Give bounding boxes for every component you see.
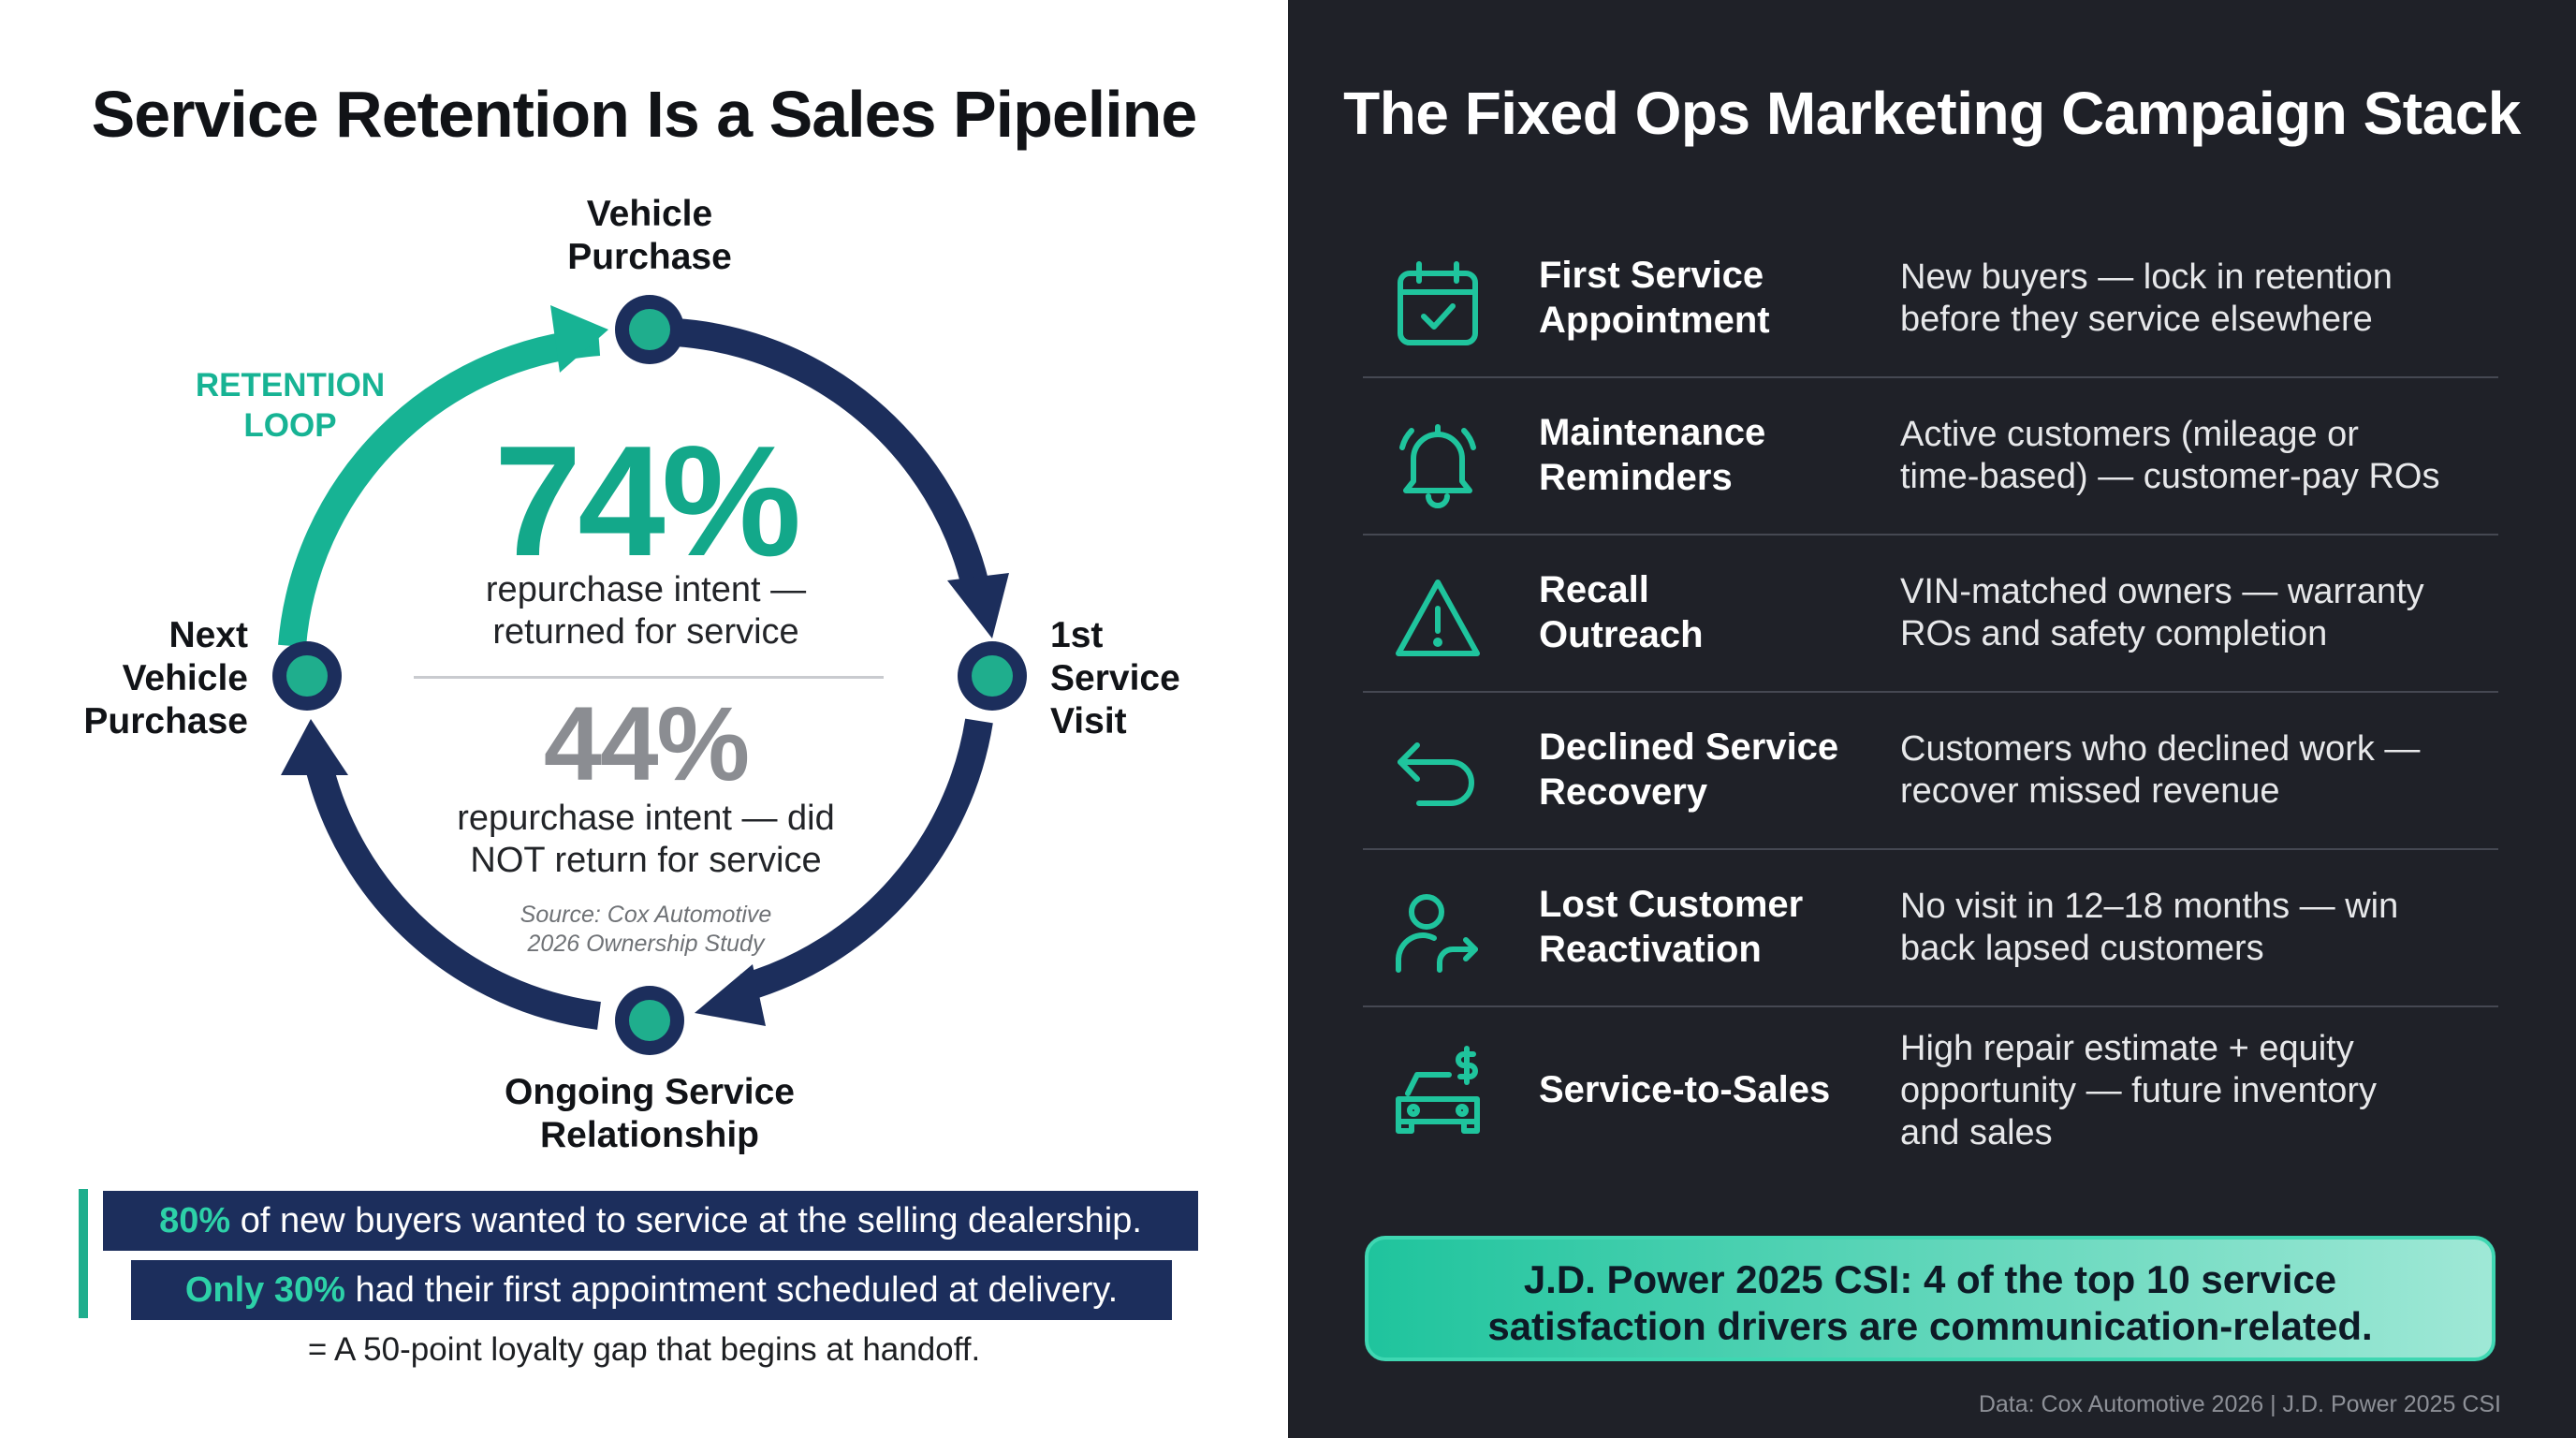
- campaign-stack-title: The Fixed Ops Marketing Campaign Stack: [1343, 80, 2521, 147]
- campaign-row-maintenance: Maintenance Reminders Active customers (m…: [1363, 380, 2498, 536]
- retention-loop-label: RETENTION LOOP: [195, 367, 386, 444]
- page-title: Service Retention Is a Sales Pipeline: [91, 78, 1198, 151]
- callout-bar-30: Only 30% had their first appointment sch…: [131, 1260, 1172, 1320]
- campaign-row-declined-service: Declined Service Recovery Customers who d…: [1363, 695, 2498, 850]
- stat-returned-value: 74%: [493, 413, 801, 589]
- campaign-row-first-service: First Service Appointment New buyers — lo…: [1363, 223, 2498, 378]
- campaign-name: First Service Appointment: [1539, 255, 1770, 341]
- pipeline-arrowhead-right: [947, 573, 1009, 638]
- row-divider: [1363, 1005, 2498, 1007]
- callout-accent-bar: [79, 1189, 88, 1318]
- campaign-row-lost-customer: Lost Customer Reactivation No visit in 12…: [1363, 852, 2498, 1007]
- campaign-desc: VIN-matched owners — warranty ROs and saf…: [1900, 572, 2424, 653]
- label-next-vehicle-purchase: Next Vehicle Purchase: [83, 615, 248, 741]
- pipeline-arc-top-right: [674, 318, 989, 589]
- user-return-icon: [1396, 894, 1478, 973]
- label-ongoing-service: Ongoing Service Relationship: [505, 1072, 795, 1155]
- campaign-desc: New buyers — lock in retention before the…: [1900, 257, 2393, 339]
- pipeline-arc-bottom-left: [304, 759, 601, 1030]
- row-divider: [1363, 534, 2498, 536]
- pipeline-arc-bottom-right: [739, 718, 993, 1002]
- row-divider: [1363, 376, 2498, 378]
- campaign-desc: High repair estimate + equity opportunity…: [1900, 1029, 2378, 1152]
- campaign-desc: Customers who declined work — recover mis…: [1900, 729, 2421, 811]
- row-divider: [1363, 848, 2498, 850]
- warning-triangle-icon: [1396, 580, 1480, 656]
- campaign-row-recall: Recall Outreach VIN-matched owners — warr…: [1363, 537, 2498, 693]
- stat-not-returned-desc: repurchase intent — did NOT return for s…: [457, 799, 835, 880]
- campaign-name: Service-to-Sales: [1539, 1069, 1831, 1110]
- bell-icon: [1399, 424, 1476, 508]
- node-vehicle-purchase: [615, 295, 684, 364]
- stat-source: Source: Cox Automotive 2026 Ownership St…: [520, 902, 772, 957]
- stat-divider: [414, 676, 884, 679]
- label-vehicle-purchase: Vehicle Purchase: [567, 194, 732, 277]
- car-dollar-icon: [1396, 1046, 1480, 1134]
- calendar-check-icon: [1398, 261, 1478, 345]
- stat-not-returned-value: 44%: [543, 685, 750, 802]
- csi-callout-text: J.D. Power 2025 CSI: 4 of the top 10 ser…: [1487, 1257, 2373, 1348]
- node-next-vehicle-purchase: [272, 641, 342, 711]
- retention-loop-arc: [278, 328, 601, 648]
- pipeline-arrowhead-bottom: [695, 964, 766, 1026]
- retention-cycle-diagram: [272, 295, 1027, 1055]
- node-ongoing-service: [615, 986, 684, 1055]
- pipeline-arrowhead-left: [281, 719, 348, 775]
- campaign-row-service-to-sales: Service-to-Sales High repair estimate + …: [1363, 1011, 2498, 1180]
- campaign-name: Recall Outreach: [1539, 569, 1704, 655]
- campaign-name: Maintenance Reminders: [1539, 412, 1766, 498]
- callout-bar-80: 80% of new buyers wanted to service at t…: [103, 1191, 1198, 1251]
- campaign-desc: Active customers (mileage or time-based) …: [1900, 415, 2440, 496]
- undo-arrow-icon: [1398, 742, 1474, 806]
- node-first-service-visit: [958, 641, 1027, 711]
- campaign-name: Lost Customer Reactivation: [1539, 884, 1804, 970]
- label-first-service-visit: 1st Service Visit: [1050, 615, 1180, 741]
- retention-loop-arrowhead: [550, 305, 608, 373]
- campaign-name: Declined Service Recovery: [1539, 726, 1839, 813]
- retention-panel: Service Retention Is a Sales Pipeline Ve…: [79, 78, 1198, 1368]
- loyalty-gap-note: = A 50-point loyalty gap that begins at …: [307, 1331, 981, 1368]
- campaign-desc: No visit in 12–18 months — win back lapse…: [1900, 887, 2399, 968]
- stat-returned-desc: repurchase intent — returned for service: [485, 570, 807, 652]
- csi-callout: J.D. Power 2025 CSI: 4 of the top 10 ser…: [1365, 1236, 2496, 1361]
- row-divider: [1363, 691, 2498, 693]
- data-source-footer: Data: Cox Automotive 2026 | J.D. Power 2…: [1978, 1391, 2501, 1417]
- campaign-stack-panel: The Fixed Ops Marketing Campaign Stack: [1288, 0, 2576, 1438]
